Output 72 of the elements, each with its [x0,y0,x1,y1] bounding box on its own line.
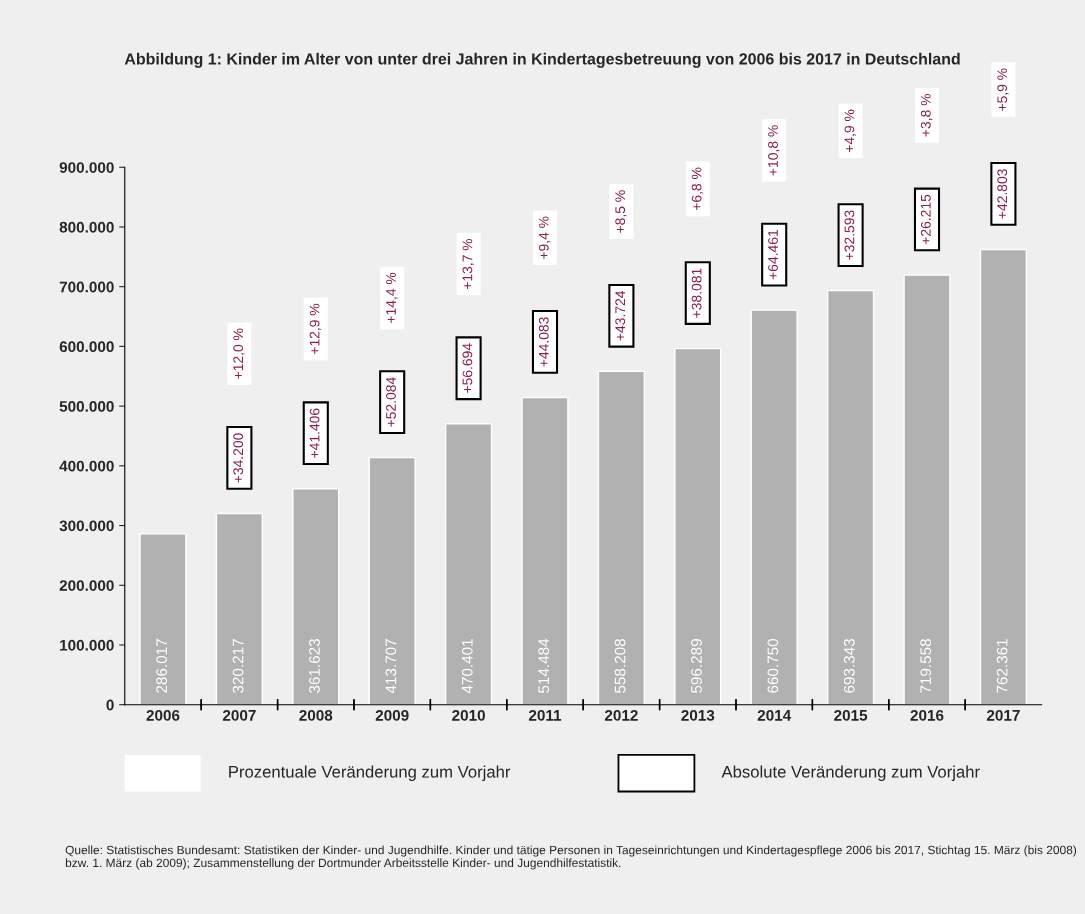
bar [139,533,187,705]
annotation: +26.215 [920,194,931,245]
annotation: +13,7 % [462,238,474,290]
annotation: +6,8 % [691,167,704,211]
text: Prozentuale Veränderung zum Vorjahr [229,765,511,782]
bar [215,512,263,705]
y-tick-label: 700.000 [59,281,114,293]
y-tick-label: 800.000 [59,221,114,233]
x-tick-label: 2014 [757,709,792,721]
annotation: +12,0 % [233,328,245,379]
data-label: 762.361 [996,639,1008,693]
y-tick-label: 600.000 [59,341,114,353]
text: Absolute Veränderung zum Vorjahr [721,765,980,782]
y-tick-label: 900.000 [59,162,114,173]
annotation: +38.081 [691,268,702,318]
y-tick-label: 0 [106,699,114,711]
bar [368,456,416,705]
x-tick-label: 2006 [146,709,180,721]
bar [826,289,875,705]
x-tick-label: 2012 [604,709,638,721]
data-label: 693.343 [843,639,855,693]
bar [292,488,340,705]
x-tick-label: 2013 [681,709,715,721]
annotation: +52.084 [386,377,396,427]
annotation: +10,8 % [768,125,780,176]
x-tick-label: 2009 [375,709,409,721]
bar [444,423,493,705]
data-label: 320.217 [232,639,244,693]
annotation: +41.406 [309,408,320,458]
annotation: +32.593 [844,210,855,260]
data-label: 470.401 [461,639,473,694]
chart-title: Abbildung 1: Kinder im Alter von unter drei Jahren in Kindertagesbetreuung von 2006 bis 2017 in Deutschland [124,52,960,68]
x-tick-label: 2008 [299,709,333,721]
annotation: +43.724 [615,290,626,341]
text: +4,9 % [844,109,856,153]
annotation: +8,5 % [615,190,627,233]
annotation: +64.461 [768,229,778,280]
x-tick-label: 2016 [910,709,944,721]
annotation: +9,4 % [538,216,551,259]
annotation: +42.803 [997,169,1008,219]
annotation: +56.694 [462,343,473,393]
data-label: 719.558 [920,639,932,693]
text: +5,9 % [997,68,1009,111]
source-note: Quelle: Statistisches Bundesamt: Statistiken der Kinder- und Jugendhilfe. Kinder und tätige Personen in Tageseinrichtungen und Kindertagespflege 2006 bis 2017, Stichtag 15. März (bis 2008) bzw. 1. März (ab 2009); Zusammenstellung der Dortmunder Arbeitsstelle Kinder- und Jugendhilfestatistik. [65,845,1077,870]
y-tick-label: 500.000 [59,400,114,412]
annotation: +14,4 % [386,272,398,323]
annotation: +34.200 [233,433,244,483]
bar [674,347,722,705]
annotation: +44.083 [538,317,549,367]
y-tick-label: 300.000 [59,520,114,532]
y-tick-label: 200.000 [59,580,114,591]
data-label: 286.017 [156,639,168,693]
x-tick-label: 2017 [986,709,1020,721]
data-label: 660.750 [767,638,779,693]
y-tick-label: 100.000 [60,639,114,651]
bar [597,370,646,705]
bar [750,309,798,705]
data-label: 361.623 [309,639,320,693]
x-tick-label: 2007 [222,709,256,721]
data-label: 413.707 [385,639,397,694]
text: +3,8 % [920,93,933,137]
bar [979,248,1028,705]
x-tick-label: 2011 [528,709,562,721]
data-label: 514.484 [538,638,550,693]
x-tick-label: 2010 [452,709,485,721]
data-label: 596.289 [691,639,702,693]
bar [903,274,951,705]
annotation: +12,9 % [309,303,322,355]
x-tick-label: 2015 [834,709,868,721]
bar [521,396,569,705]
data-label: 558.208 [614,639,626,693]
y-tick-label: 400.000 [59,460,114,472]
